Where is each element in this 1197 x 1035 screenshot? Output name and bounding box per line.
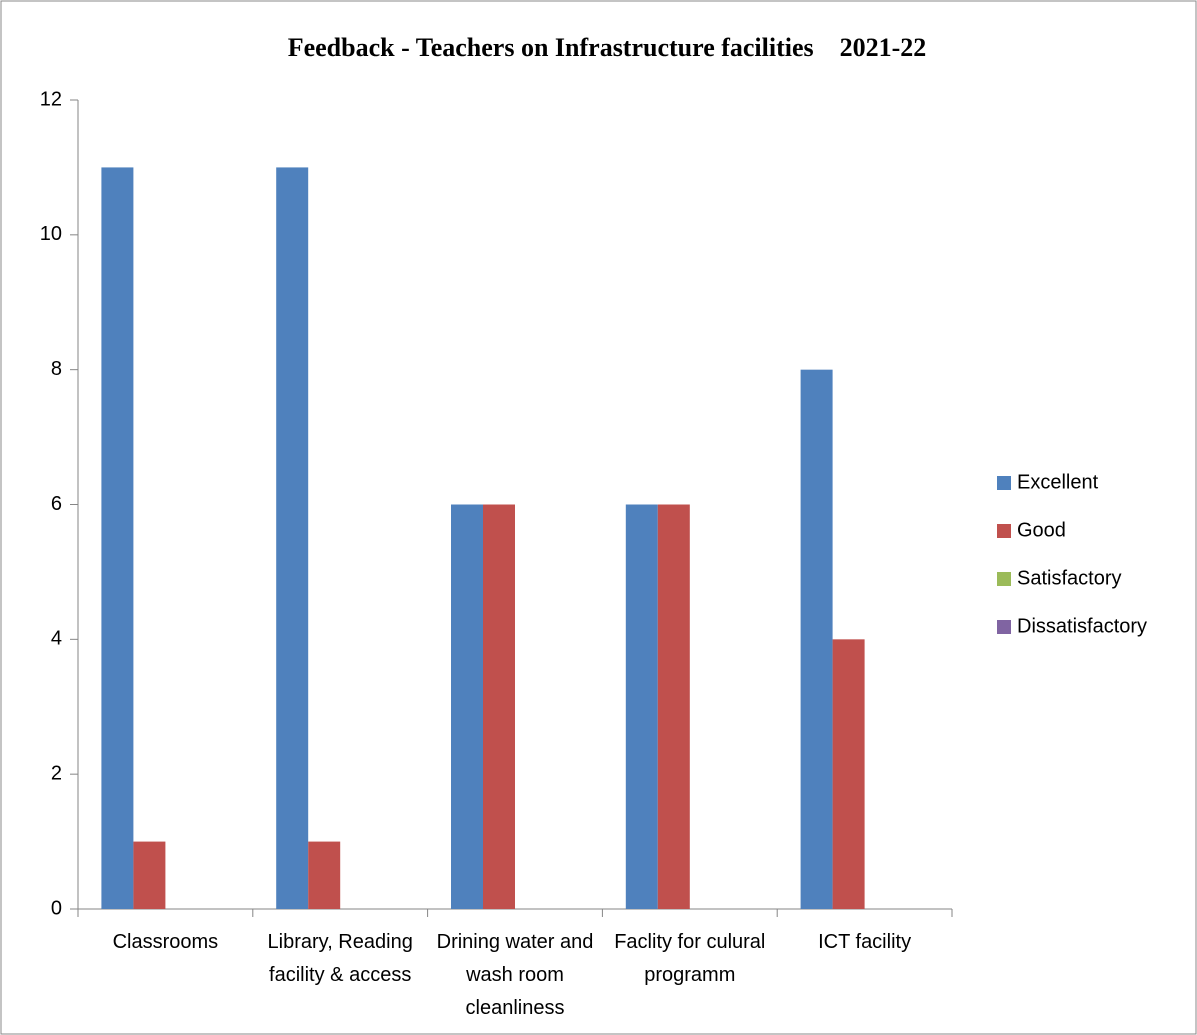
bar (832, 639, 865, 909)
y-tick-label: 6 (51, 493, 62, 515)
bar (625, 504, 658, 909)
bar (101, 167, 134, 909)
x-tick-label: ICT facility (818, 931, 912, 953)
legend-label: Excellent (1017, 471, 1099, 493)
bar (657, 504, 690, 909)
legend-label: Dissatisfactory (1017, 615, 1147, 637)
legend-label: Good (1017, 519, 1066, 541)
x-tick-label: Classrooms (112, 931, 219, 953)
y-tick-label: 2 (51, 762, 62, 784)
y-tick-label: 0 (51, 897, 62, 919)
chart-title: Feedback - Teachers on Infrastructure fa… (288, 33, 927, 62)
bar (308, 841, 341, 909)
x-tick-label: Faclity for culural programm (614, 931, 766, 986)
bar (133, 841, 166, 909)
legend-swatch (997, 572, 1011, 586)
bar (483, 504, 515, 909)
x-tick-label: Library, Reading facility & access (267, 931, 413, 986)
y-tick-label: 8 (51, 358, 62, 380)
legend-label: Satisfactory (1017, 567, 1121, 589)
y-tick-label: 12 (40, 88, 62, 110)
legend-swatch (997, 620, 1011, 634)
y-tick-label: 4 (51, 628, 62, 650)
legend-swatch (997, 524, 1011, 538)
x-tick-label: Drining water and wash room cleanliness (436, 931, 594, 1019)
bar (800, 369, 833, 910)
bar (451, 504, 483, 909)
bar (276, 167, 309, 909)
legend-swatch (997, 476, 1011, 490)
y-tick-label: 10 (40, 223, 62, 245)
